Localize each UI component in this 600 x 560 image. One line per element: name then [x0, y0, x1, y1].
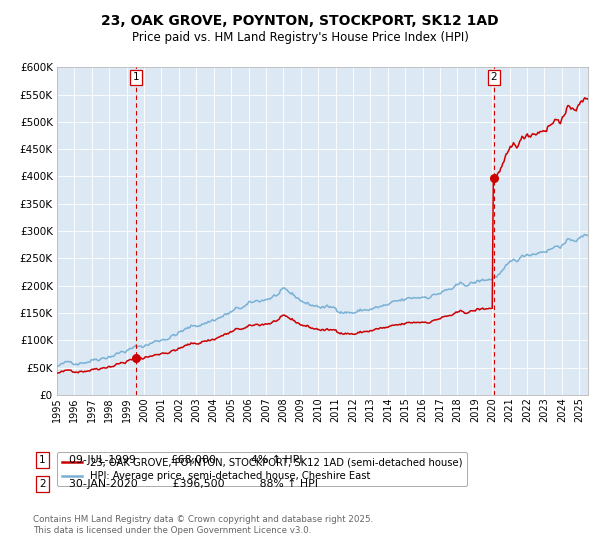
Text: 1: 1	[133, 72, 139, 82]
Text: 09-JUL-1999          £68,000          4% ↑ HPI: 09-JUL-1999 £68,000 4% ↑ HPI	[69, 455, 302, 465]
Text: Contains HM Land Registry data © Crown copyright and database right 2025.
This d: Contains HM Land Registry data © Crown c…	[33, 515, 373, 535]
Text: 2: 2	[39, 479, 46, 489]
Text: 2: 2	[490, 72, 497, 82]
Text: 23, OAK GROVE, POYNTON, STOCKPORT, SK12 1AD: 23, OAK GROVE, POYNTON, STOCKPORT, SK12 …	[101, 14, 499, 28]
Text: 1: 1	[39, 455, 46, 465]
Text: 30-JAN-2020          £396,500          88% ↑ HPI: 30-JAN-2020 £396,500 88% ↑ HPI	[69, 479, 318, 489]
Text: Price paid vs. HM Land Registry's House Price Index (HPI): Price paid vs. HM Land Registry's House …	[131, 31, 469, 44]
Legend: 23, OAK GROVE, POYNTON, STOCKPORT, SK12 1AD (semi-detached house), HPI: Average : 23, OAK GROVE, POYNTON, STOCKPORT, SK12 …	[56, 452, 467, 486]
